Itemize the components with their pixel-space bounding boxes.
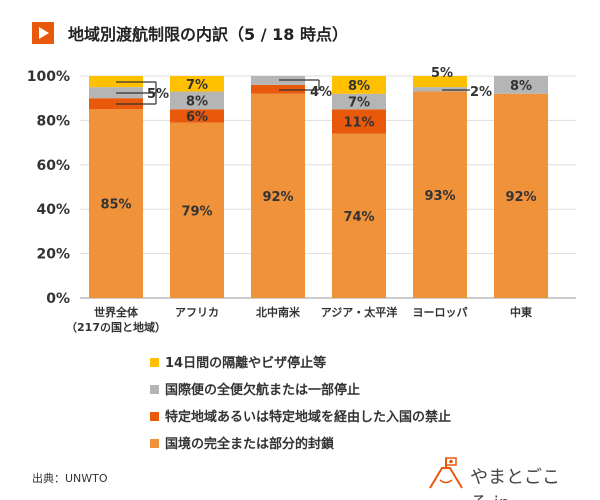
bar-segment	[413, 76, 467, 88]
data-label: 4%	[310, 85, 332, 100]
x-tick-label: 世界全体	[94, 305, 139, 319]
bar-segment	[89, 109, 143, 298]
source-note: 出典：UNWTO	[32, 472, 108, 485]
data-label: 7%	[186, 78, 208, 93]
y-tick-label: 0%	[46, 291, 70, 307]
data-label: 8%	[186, 94, 208, 109]
data-label: 74%	[343, 210, 374, 225]
data-label: 11%	[343, 116, 374, 131]
bar-segment	[170, 109, 224, 123]
data-label: 8%	[348, 79, 370, 94]
bar-segment	[494, 93, 548, 298]
y-tick-label: 60%	[36, 158, 70, 174]
data-label: 7%	[348, 96, 370, 111]
x-tick-label: ヨーロッパ	[413, 306, 468, 319]
data-label: 93%	[424, 189, 455, 204]
bar-segment	[413, 87, 467, 92]
legend-item: 国際便の全便欠航または一部停止	[150, 379, 360, 398]
x-tick-label: アフリカ	[175, 306, 219, 319]
y-tick-label: 80%	[36, 113, 70, 129]
y-tick-label: 20%	[36, 247, 70, 263]
legend-item: 14日間の隔離やビザ停止等	[150, 352, 326, 371]
data-label: 6%	[186, 110, 208, 125]
legend-label: 14日間の隔離やビザ停止等	[165, 356, 327, 371]
data-label: 85%	[100, 198, 131, 213]
bar-segment	[251, 93, 305, 298]
y-tick-label: 100%	[27, 69, 70, 85]
bar-segment	[170, 122, 224, 299]
mountain-flag-logo-icon	[429, 457, 463, 489]
bar-segment	[332, 109, 386, 134]
data-label: 79%	[181, 204, 212, 219]
y-tick-label: 40%	[36, 202, 70, 218]
x-tick-label: 中東	[510, 305, 533, 319]
legend-swatch	[150, 412, 159, 421]
legend-swatch	[150, 439, 159, 448]
legend-label: 国際便の全便欠航または一部停止	[165, 383, 361, 398]
data-label: 92%	[505, 190, 536, 205]
bar-segment	[170, 91, 224, 110]
data-label: 8%	[510, 79, 532, 94]
legend-item: 特定地域あるいは特定地域を経由した入国の禁止	[150, 406, 451, 425]
x-tick-label: （217の国と地域）	[66, 320, 166, 334]
x-tick-label: 北中南米	[256, 305, 301, 319]
data-label: 5%	[431, 66, 453, 81]
legend-swatch	[150, 358, 159, 367]
bar-segment	[251, 76, 305, 85]
legend-label: 国境の完全または部分的封鎖	[165, 437, 335, 452]
legend-item: 国境の完全または部分的封鎖	[150, 433, 334, 452]
x-tick-label: アジア・太平洋	[321, 305, 398, 319]
data-label: 2%	[470, 85, 492, 100]
bar-segment	[332, 133, 386, 298]
legend-swatch	[150, 385, 159, 394]
bar-segment	[494, 76, 548, 94]
data-label: 92%	[262, 190, 293, 205]
bar-segment	[251, 84, 305, 94]
play-icon	[32, 22, 54, 44]
chart-title: 地域別渡航制限の内訳（5 / 18 時点）	[68, 25, 348, 44]
data-label: 5%	[147, 87, 169, 102]
bar-segment	[413, 91, 467, 298]
legend-label: 特定地域あるいは特定地域を経由した入国の禁止	[165, 410, 452, 425]
bar-segment	[332, 93, 386, 110]
bar-segment	[170, 76, 224, 92]
bar-segment	[332, 76, 386, 94]
logo-text: やまとごころ.jp	[470, 467, 560, 500]
